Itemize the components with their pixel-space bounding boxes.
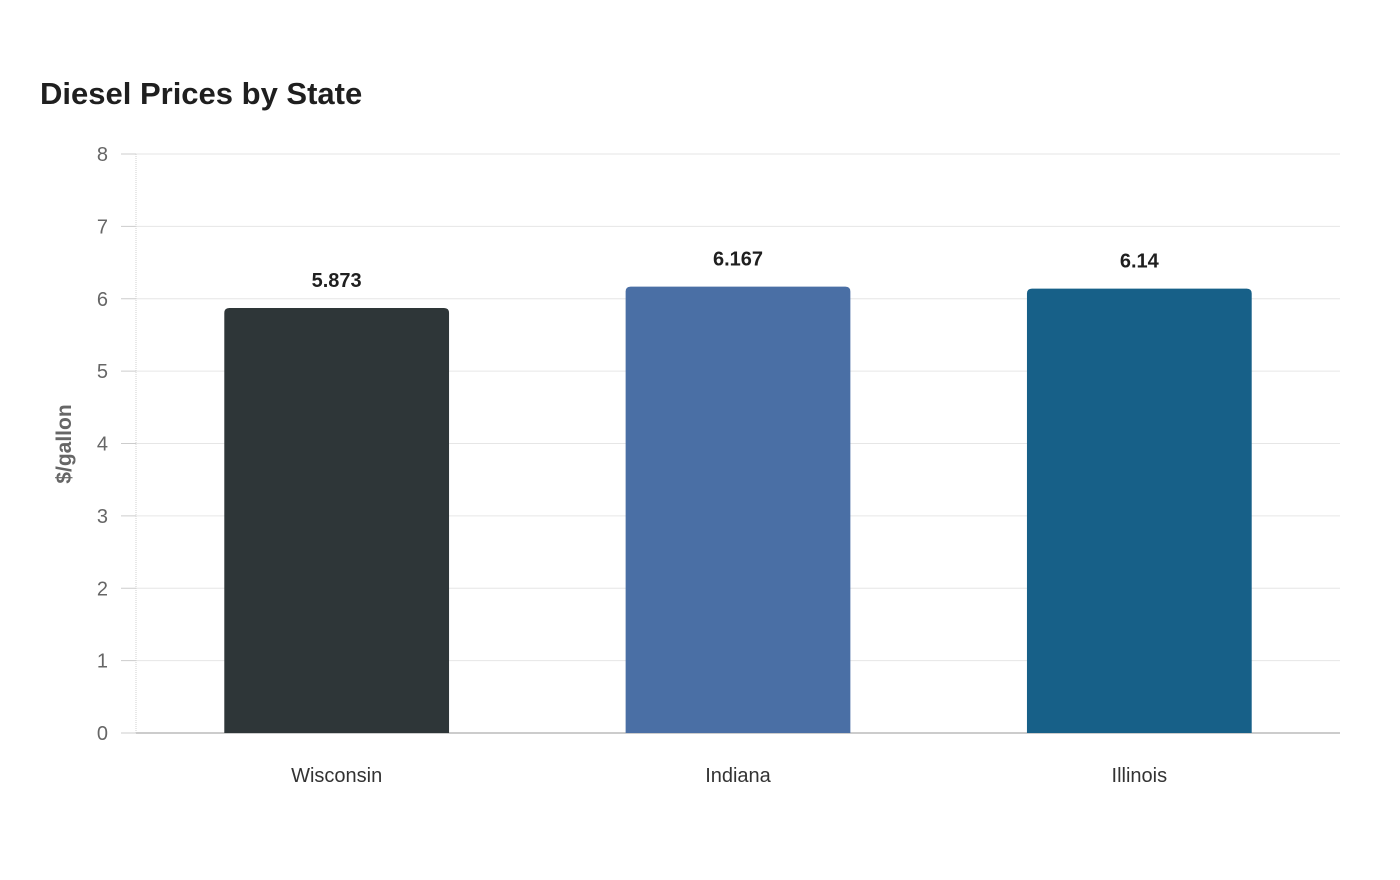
bars [224, 286, 1252, 733]
y-tick-label: 5 [97, 361, 108, 383]
x-tick-label: Indiana [705, 765, 771, 787]
data-label: 6.14 [1120, 251, 1160, 273]
data-label: 5.873 [312, 270, 362, 292]
bar-indiana [625, 286, 851, 733]
y-tick-label: 2 [97, 578, 108, 600]
y-tick-label: 6 [97, 289, 108, 311]
labels: 0 1 2 3 4 5 6 7 8 5.873 Wisconsin 6.167 Indiana 6.14 I… [97, 144, 1167, 787]
y-tick-label: 1 [97, 651, 108, 673]
y-axis-title: $/gallon [53, 404, 76, 483]
x-tick-label: Wisconsin [291, 765, 382, 787]
y-tick-label: 3 [97, 506, 108, 528]
y-tick-label: 7 [97, 216, 108, 238]
y-tick-label: 0 [97, 723, 108, 745]
bar-wisconsin [224, 307, 450, 733]
chart-title: Diesel Prices by State [40, 76, 363, 111]
data-label: 6.167 [713, 249, 763, 271]
y-tick-label: 8 [97, 144, 108, 166]
y-tick-label: 4 [97, 434, 108, 456]
x-tick-label: Illinois [1112, 765, 1168, 787]
bar-illinois [1026, 288, 1252, 733]
